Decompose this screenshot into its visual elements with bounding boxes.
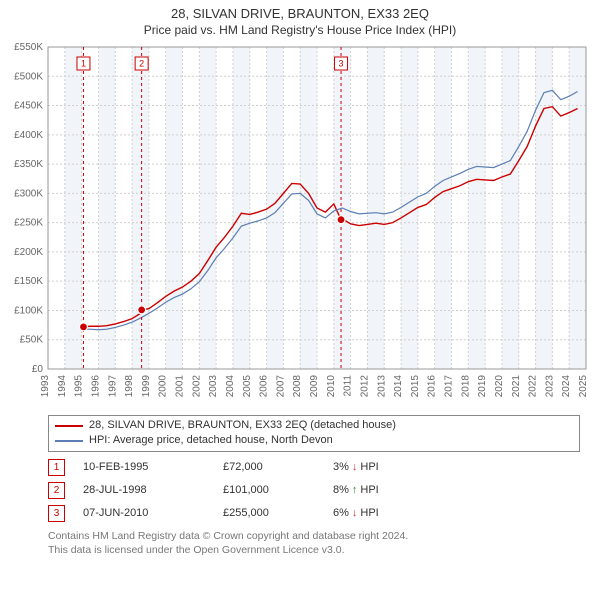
svg-text:1: 1 bbox=[81, 59, 86, 69]
svg-text:£200K: £200K bbox=[14, 247, 43, 258]
svg-text:£0: £0 bbox=[32, 364, 44, 375]
svg-text:1996: 1996 bbox=[90, 375, 101, 398]
svg-text:£350K: £350K bbox=[14, 159, 43, 170]
sale-date: 10-FEB-1995 bbox=[83, 461, 223, 473]
legend-label: 28, SILVAN DRIVE, BRAUNTON, EX33 2EQ (de… bbox=[89, 418, 396, 433]
sale-delta-pct: 3% bbox=[333, 461, 349, 473]
svg-text:1999: 1999 bbox=[141, 375, 152, 398]
sale-row: 2 28-JUL-1998£101,0008%↑HPI bbox=[48, 479, 580, 502]
sale-delta: 8%↑HPI bbox=[333, 484, 423, 496]
sale-row: 3 07-JUN-2010£255,0006%↓HPI bbox=[48, 502, 580, 525]
svg-text:£450K: £450K bbox=[14, 101, 43, 112]
svg-text:2011: 2011 bbox=[343, 375, 354, 397]
svg-text:1998: 1998 bbox=[124, 375, 135, 398]
svg-text:£400K: £400K bbox=[14, 130, 43, 141]
svg-text:1997: 1997 bbox=[107, 375, 118, 398]
svg-text:2017: 2017 bbox=[444, 375, 455, 398]
svg-text:2023: 2023 bbox=[544, 375, 555, 398]
svg-text:£250K: £250K bbox=[14, 218, 43, 229]
svg-text:2018: 2018 bbox=[460, 375, 471, 398]
legend-label: HPI: Average price, detached house, Nort… bbox=[89, 433, 333, 448]
sale-date: 28-JUL-1998 bbox=[83, 484, 223, 496]
svg-text:£50K: £50K bbox=[20, 335, 44, 346]
svg-text:£500K: £500K bbox=[14, 71, 43, 82]
chart-container: 28, SILVAN DRIVE, BRAUNTON, EX33 2EQ Pri… bbox=[0, 0, 600, 557]
arrow-up-icon: ↑ bbox=[352, 484, 358, 496]
arrow-down-icon: ↓ bbox=[352, 461, 358, 473]
svg-text:2007: 2007 bbox=[275, 375, 286, 398]
sale-delta-pct: 6% bbox=[333, 507, 349, 519]
svg-text:2024: 2024 bbox=[561, 375, 572, 398]
svg-text:£100K: £100K bbox=[14, 305, 43, 316]
svg-text:2019: 2019 bbox=[477, 375, 488, 398]
legend-swatch bbox=[55, 440, 83, 442]
footer-note: Contains HM Land Registry data © Crown c… bbox=[48, 529, 580, 557]
title-sub: Price paid vs. HM Land Registry's House … bbox=[0, 23, 600, 37]
sale-badge: 3 bbox=[48, 505, 65, 522]
svg-text:2003: 2003 bbox=[208, 375, 219, 398]
sale-price: £72,000 bbox=[223, 461, 333, 473]
sale-delta-pct: 8% bbox=[333, 484, 349, 496]
svg-text:2013: 2013 bbox=[376, 375, 387, 398]
svg-text:£300K: £300K bbox=[14, 188, 43, 199]
sale-badge: 2 bbox=[48, 482, 65, 499]
svg-text:2008: 2008 bbox=[292, 375, 303, 398]
svg-text:1994: 1994 bbox=[57, 375, 68, 398]
sale-delta-suffix: HPI bbox=[360, 507, 378, 519]
svg-text:2001: 2001 bbox=[175, 375, 186, 398]
sale-date: 07-JUN-2010 bbox=[83, 507, 223, 519]
legend-swatch bbox=[55, 425, 83, 427]
svg-text:2016: 2016 bbox=[427, 375, 438, 398]
sale-delta-suffix: HPI bbox=[360, 461, 378, 473]
svg-text:2005: 2005 bbox=[242, 375, 253, 398]
svg-text:2015: 2015 bbox=[410, 375, 421, 398]
svg-text:1993: 1993 bbox=[40, 375, 51, 398]
title-main: 28, SILVAN DRIVE, BRAUNTON, EX33 2EQ bbox=[0, 6, 600, 21]
svg-text:2006: 2006 bbox=[259, 375, 270, 398]
svg-text:3: 3 bbox=[339, 59, 344, 69]
sale-price: £255,000 bbox=[223, 507, 333, 519]
svg-text:£550K: £550K bbox=[14, 42, 43, 53]
svg-text:2012: 2012 bbox=[359, 375, 370, 398]
svg-text:2000: 2000 bbox=[158, 375, 169, 398]
svg-text:2004: 2004 bbox=[225, 375, 236, 398]
chart-area: £0 £50K £100K £150K £200K £250K £300K £350K £400… bbox=[0, 39, 600, 409]
legend: 28, SILVAN DRIVE, BRAUNTON, EX33 2EQ (de… bbox=[48, 415, 580, 452]
sale-delta-suffix: HPI bbox=[360, 484, 378, 496]
sale-delta: 6%↓HPI bbox=[333, 507, 423, 519]
sale-delta: 3%↓HPI bbox=[333, 461, 423, 473]
svg-text:£150K: £150K bbox=[14, 276, 43, 287]
sale-row: 1 10-FEB-1995£72,0003%↓HPI bbox=[48, 456, 580, 479]
svg-text:2002: 2002 bbox=[191, 375, 202, 398]
svg-text:1995: 1995 bbox=[74, 375, 85, 398]
footer-line-2: This data is licensed under the Open Gov… bbox=[48, 543, 580, 557]
sales-table: 110-FEB-1995£72,0003%↓HPI228-JUL-1998£10… bbox=[48, 456, 580, 525]
legend-item: HPI: Average price, detached house, Nort… bbox=[55, 433, 573, 448]
footer-line-1: Contains HM Land Registry data © Crown c… bbox=[48, 529, 580, 543]
chart-svg: £0 £50K £100K £150K £200K £250K £300K £350K £400… bbox=[0, 39, 600, 409]
sale-badge: 1 bbox=[48, 459, 65, 476]
titles: 28, SILVAN DRIVE, BRAUNTON, EX33 2EQ Pri… bbox=[0, 0, 600, 39]
svg-text:2025: 2025 bbox=[578, 375, 589, 398]
arrow-down-icon: ↓ bbox=[352, 507, 358, 519]
svg-text:2021: 2021 bbox=[511, 375, 522, 398]
legend-item: 28, SILVAN DRIVE, BRAUNTON, EX33 2EQ (de… bbox=[55, 418, 573, 433]
svg-text:2020: 2020 bbox=[494, 375, 505, 398]
svg-text:2009: 2009 bbox=[309, 375, 320, 398]
svg-text:2014: 2014 bbox=[393, 375, 404, 398]
svg-text:2: 2 bbox=[139, 59, 144, 69]
svg-text:2010: 2010 bbox=[326, 375, 337, 398]
sale-price: £101,000 bbox=[223, 484, 333, 496]
svg-text:2022: 2022 bbox=[528, 375, 539, 398]
